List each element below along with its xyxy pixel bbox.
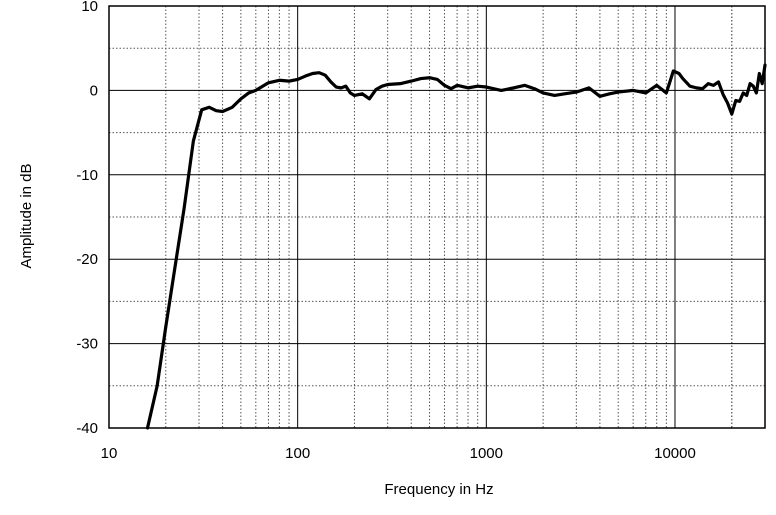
plot-frame [108, 5, 766, 429]
x-tick-label: 1000 [470, 445, 503, 462]
series-layer [145, 63, 767, 430]
x-axis-label: Frequency in Hz [384, 481, 493, 498]
y-axis-label: Amplitude in dB [18, 163, 35, 268]
x-tick-label: 100 [285, 445, 310, 462]
x-tick-label: 10 [101, 445, 118, 462]
x-tick-label: 10000 [654, 445, 696, 462]
y-tick-label: 0 [90, 82, 98, 99]
y-tick-label: -40 [76, 420, 98, 437]
y-tick-labels: 10 0 -10 -20 -30 -40 [76, 0, 98, 437]
series-line-1 [145, 63, 767, 430]
y-tick-label: -10 [76, 167, 98, 184]
y-tick-label: 10 [81, 0, 98, 15]
y-tick-label: -20 [76, 251, 98, 268]
x-tick-labels: 10 100 1000 10000 [101, 445, 696, 462]
minor-gridlines [109, 6, 766, 428]
y-tick-label: -30 [76, 336, 98, 353]
